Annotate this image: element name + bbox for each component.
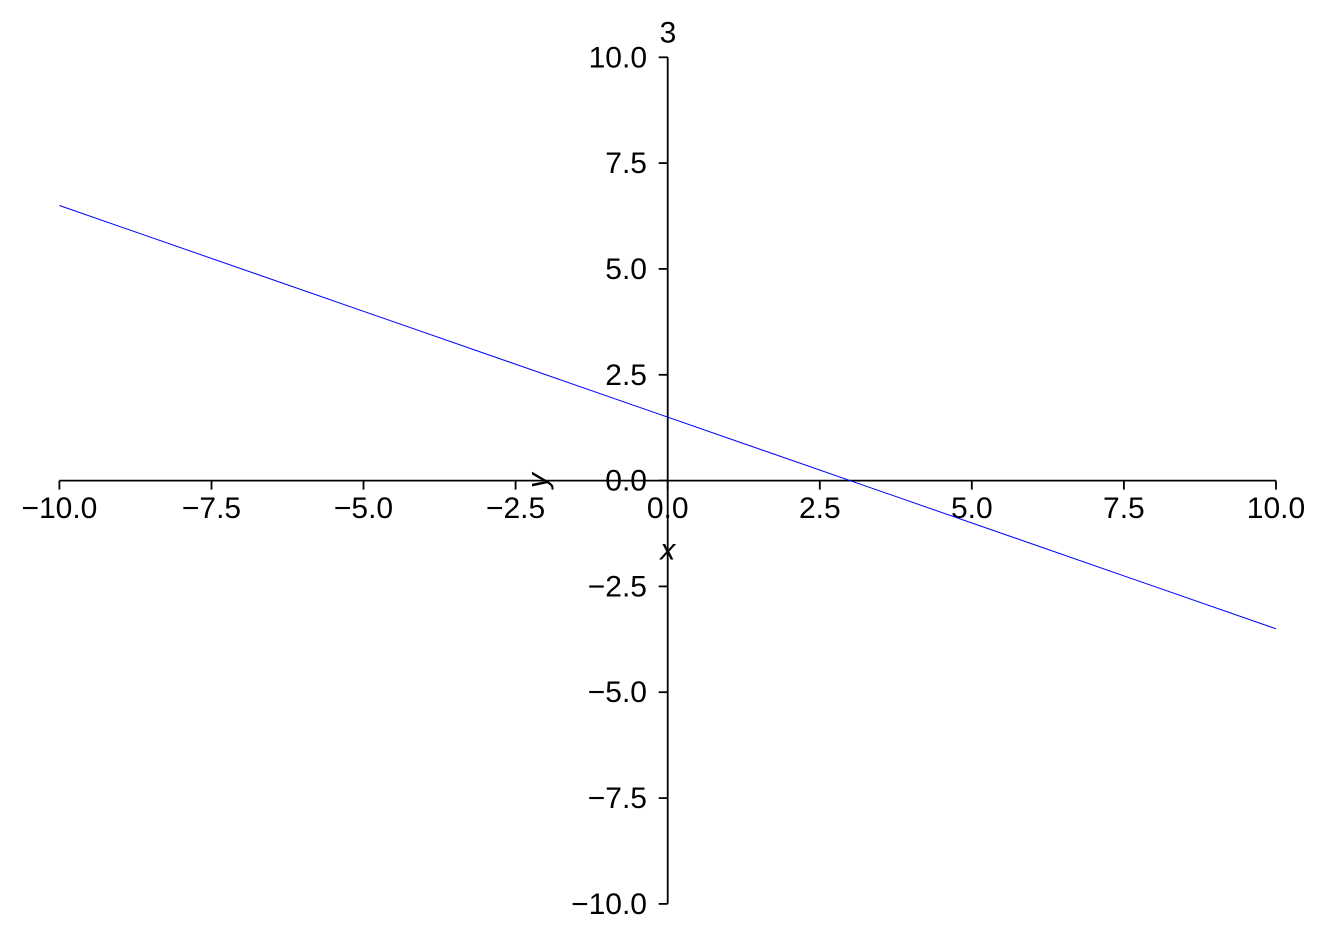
svg-text:2.5: 2.5 [605,359,647,392]
svg-text:2.5: 2.5 [799,492,841,525]
svg-text:y: y [522,471,555,490]
svg-text:−5.0: −5.0 [334,492,393,525]
svg-text:−2.5: −2.5 [486,492,545,525]
svg-text:5.0: 5.0 [605,253,647,286]
svg-text:−7.5: −7.5 [182,492,241,525]
svg-text:7.5: 7.5 [605,147,647,180]
svg-text:7.5: 7.5 [1103,492,1145,525]
svg-text:0.0: 0.0 [605,465,647,498]
svg-text:5.0: 5.0 [951,492,993,525]
svg-text:−10.0: −10.0 [571,888,647,921]
svg-text:−2.5: −2.5 [588,570,647,603]
svg-text:−5.0: −5.0 [588,676,647,709]
svg-text:−10.0: −10.0 [21,492,97,525]
svg-text:x: x [658,534,676,567]
svg-text:3: 3 [660,17,677,50]
svg-text:10.0: 10.0 [1247,492,1305,525]
svg-text:0.0: 0.0 [647,492,689,525]
svg-text:−7.5: −7.5 [588,782,647,815]
svg-text:10.0: 10.0 [589,41,647,74]
